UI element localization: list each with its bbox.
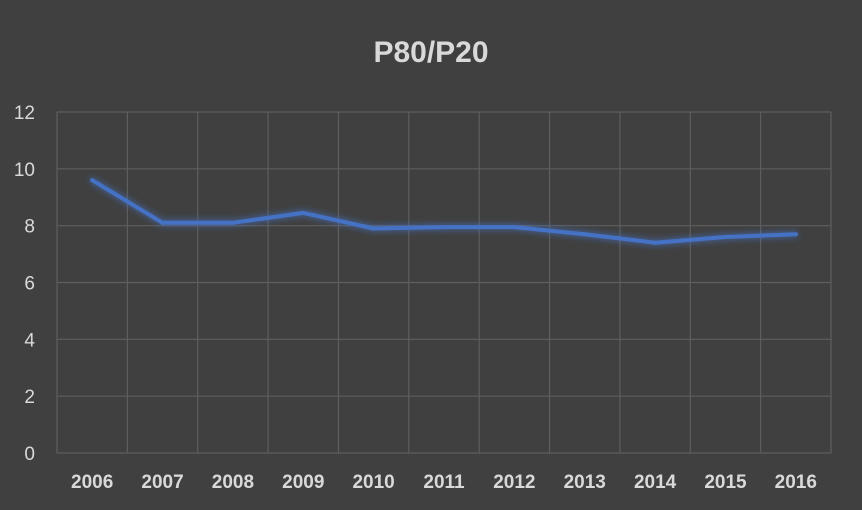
y-tick-label: 10 [14,160,35,181]
y-tick-label: 12 [14,103,35,124]
y-axis-ticks: 0 2 4 6 8 10 12 [14,103,36,465]
x-tick-label: 2012 [493,472,535,493]
x-tick-label: 2010 [352,472,394,493]
data-point [793,232,798,237]
x-tick-label: 2016 [775,472,817,493]
x-tick-label: 2011 [423,472,465,493]
gridlines [56,111,832,454]
data-point [442,225,446,230]
data-point [653,240,658,245]
y-tick-label: 8 [24,217,35,238]
y-tick-label: 4 [24,330,35,351]
x-tick-label: 2007 [141,472,183,493]
x-tick-label: 2015 [704,472,747,493]
data-point [90,178,95,183]
data-point [723,235,728,240]
x-tick-label: 2006 [71,472,113,493]
data-point [160,220,165,225]
data-point [230,220,235,225]
x-tick-label: 2008 [212,472,254,493]
x-tick-label: 2009 [282,472,324,493]
x-tick-label: 2013 [564,472,606,493]
x-axis-ticks: 2006 2007 2008 2009 2010 2011 2012 2013 2014 2015… [71,472,817,493]
data-point [371,226,376,231]
data-point [582,232,587,237]
y-tick-label: 6 [24,274,35,295]
data-point [301,210,306,215]
y-tick-label: 2 [24,387,35,408]
y-tick-label: 0 [24,444,35,465]
series-layer [90,178,798,245]
data-point [512,225,517,230]
x-tick-label: 2014 [634,472,677,493]
chart-title: P80/P20 [373,36,488,69]
